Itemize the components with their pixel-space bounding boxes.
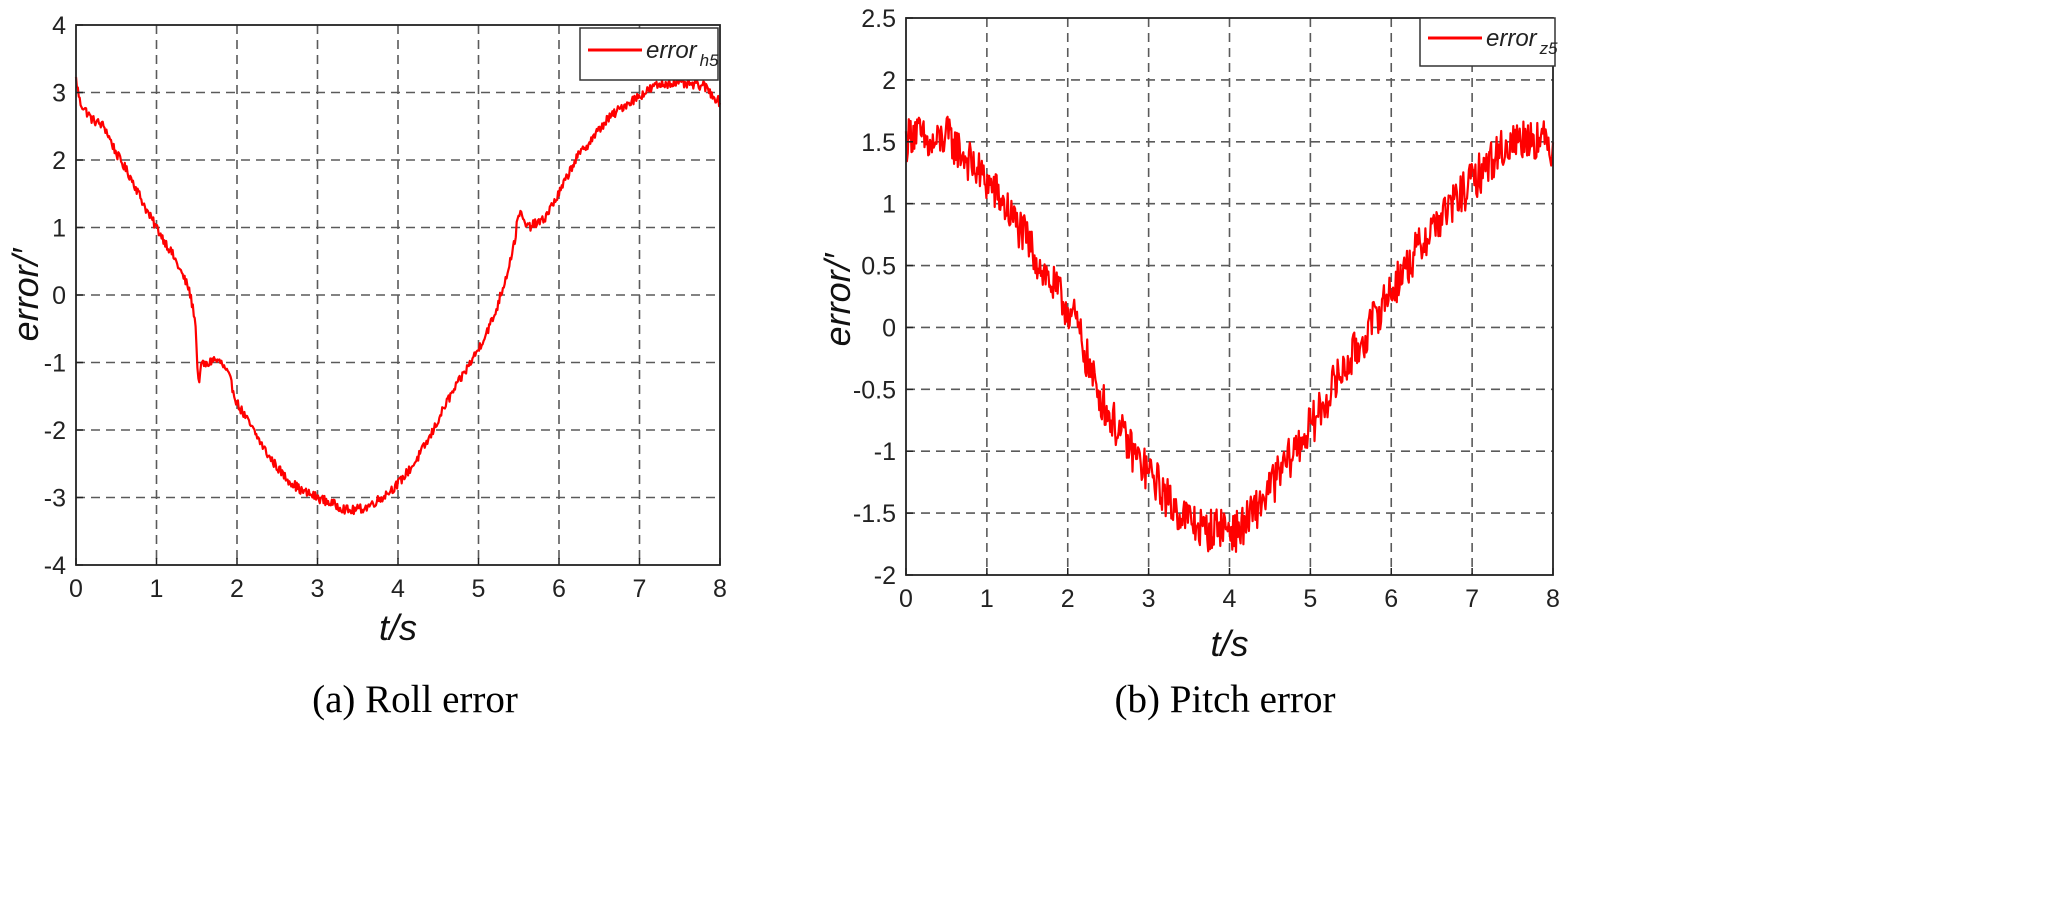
x-tick-label: 6 [552,575,566,603]
x-tick-label: 8 [713,575,727,603]
roll-error-panel: 0 1 2 3 4 5 6 7 8 -4 -3 -2 -1 0 1 2 3 4 t/s error/′ error h5 (… [5,12,727,721]
legend-label: error z5 [1486,25,1558,58]
y-tick-label: 0 [52,282,66,310]
y-tick-label: 2.5 [861,5,896,33]
x-tick-label: 7 [633,575,647,603]
x-tick-label: 8 [1546,585,1560,613]
grid [76,25,720,565]
y-tick-label: 1 [52,215,66,243]
grid [906,18,1553,575]
legend-box [579,27,719,81]
x-tick-label: 0 [69,575,83,603]
y-tick-label: 3 [52,80,66,108]
x-tick-label: 1 [980,585,994,613]
panel-caption: (b) Pitch error [1115,678,1336,721]
y-tick-label: -0.5 [853,376,896,404]
x-axis-label: t/s [379,607,417,648]
x-tick-label: 0 [899,585,913,613]
x-axis-label: t/s [1210,623,1248,664]
x-tick-label: 4 [1223,585,1237,613]
x-tick-label: 1 [150,575,164,603]
y-tick-label: -2 [44,417,66,445]
y-tick-label: -2 [874,562,896,590]
legend: error z5 [1419,17,1558,67]
y-tick-label: -1 [874,438,896,466]
y-tick-label: 4 [52,12,66,40]
panel-caption: (a) Roll error [312,678,518,721]
series-line-error_h5 [74,76,722,516]
y-tick-label: 1.5 [861,129,896,157]
x-tick-label: 3 [311,575,325,603]
x-tick-label: 4 [391,575,405,603]
legend-box [1419,17,1556,67]
x-tick-label: 5 [1303,585,1317,613]
x-tick-label: 2 [1061,585,1075,613]
x-tick-label: 5 [472,575,486,603]
y-tick-label: -3 [44,485,66,513]
y-tick-label: 0 [882,314,896,342]
legend: error h5 [579,27,719,81]
x-tick-label: 7 [1465,585,1479,613]
y-tick-label: 1 [882,191,896,219]
x-tick-label: 6 [1384,585,1398,613]
y-axis-label: error/′ [817,252,858,346]
y-axis-label: error/′ [5,247,46,341]
y-tick-label: -1.5 [853,500,896,528]
y-tick-label: 2 [52,147,66,175]
x-tick-label: 3 [1142,585,1156,613]
legend-label: error h5 [646,37,719,70]
pitch-error-panel: 0 1 2 3 4 5 6 7 8 -2 -1.5 -1 -0.5 0 0.5 1 1.5 2 2.5 t/s erro… [817,5,1560,721]
y-tick-label: -4 [44,552,66,580]
x-tick-label: 2 [230,575,244,603]
y-tick-label: 0.5 [861,253,896,281]
y-tick-label: 2 [882,67,896,95]
series-line-error_z5 [904,115,1555,553]
y-tick-label: -1 [44,350,66,378]
